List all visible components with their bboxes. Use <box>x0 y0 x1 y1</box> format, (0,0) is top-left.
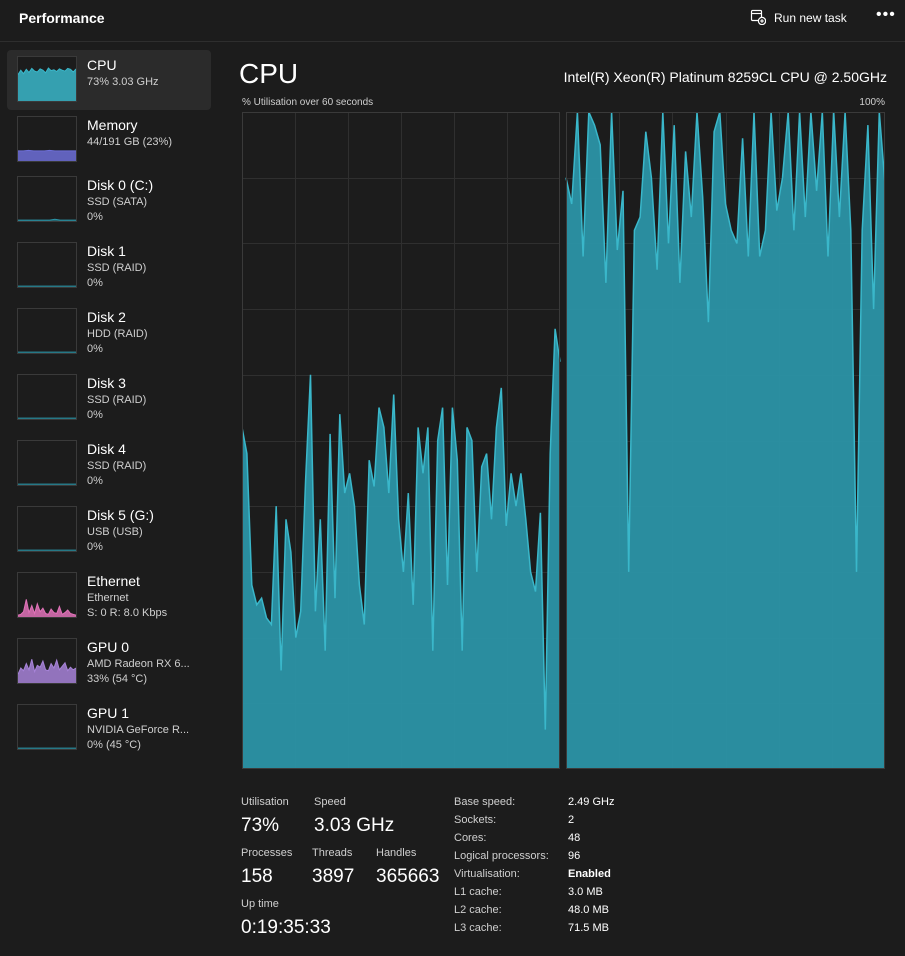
sidebar-item-detail: 73% 3.03 GHz <box>87 76 159 88</box>
sidebar-item-label: CPU <box>87 57 117 73</box>
sidebar-item-label: Disk 0 (C:) <box>87 177 154 193</box>
cpu-model-name: Intel(R) Xeon(R) Platinum 8259CL CPU @ 2… <box>563 69 887 85</box>
sidebar-item-label: Disk 2 <box>87 309 126 325</box>
run-new-task-button[interactable]: Run new task <box>750 8 847 28</box>
gpu-1-thumbnail <box>17 704 77 750</box>
cpu-heading: CPU <box>239 58 299 89</box>
sidebar-item-label: Disk 1 <box>87 243 126 259</box>
spec-key: L1 cache: <box>454 886 502 898</box>
spec-key: Base speed: <box>454 796 516 808</box>
memory-thumb-area <box>18 150 76 161</box>
spec-value: 48 <box>568 832 581 844</box>
more-options-button[interactable]: ••• <box>876 6 896 23</box>
sidebar-item-detail: USB (USB) 0% <box>87 526 143 553</box>
disk-thumb-line <box>18 218 76 221</box>
sidebar-item-gpu-1[interactable]: GPU 1 NVIDIA GeForce R... 0% (45 °C) <box>7 698 211 758</box>
sidebar-item-label: Disk 3 <box>87 375 126 391</box>
sidebar-item-detail: SSD (RAID) 0% <box>87 460 147 487</box>
speed-label: Speed <box>314 796 346 808</box>
sidebar-item-detail: SSD (SATA) 0% <box>87 196 148 223</box>
spec-key: Cores: <box>454 832 487 844</box>
disk-5-thumbnail <box>17 506 77 552</box>
sidebar-item-disk-5[interactable]: Disk 5 (G:) USB (USB) 0% <box>7 500 211 560</box>
spec-key: L2 cache: <box>454 904 502 916</box>
run-new-task-label: Run new task <box>774 11 847 25</box>
utilisation-value: 73% <box>241 815 280 836</box>
sidebar-item-label: GPU 1 <box>87 705 130 721</box>
ethernet-thumbnail <box>17 572 77 618</box>
processes-value: 158 <box>241 866 273 887</box>
sidebar-item-label: GPU 0 <box>87 639 130 655</box>
spec-key: Virtualisation: <box>454 868 520 880</box>
sidebar-item-disk-3[interactable]: Disk 3 SSD (RAID) 0% <box>7 368 211 428</box>
handles-label: Handles <box>376 847 417 859</box>
sidebar-item-detail: HDD (RAID) 0% <box>87 328 148 355</box>
sidebar-item-gpu-0[interactable]: GPU 0 AMD Radeon RX 6... 33% (54 °C) <box>7 632 211 692</box>
disk-4-thumbnail <box>17 440 77 486</box>
cpu-utilisation-graph <box>242 112 885 769</box>
title-bar: Performance Run new task ••• <box>0 0 905 42</box>
processes-label: Processes <box>241 847 293 859</box>
spec-value: Enabled <box>568 868 611 880</box>
threads-label: Threads <box>312 847 353 859</box>
graph-panel-border <box>242 112 560 769</box>
memory-thumbnail <box>17 116 77 162</box>
spec-value: 48.0 MB <box>568 904 609 916</box>
uptime-label: Up time <box>241 898 279 910</box>
sidebar-item-disk-1[interactable]: Disk 1 SSD (RAID) 0% <box>7 236 211 296</box>
disk-2-thumbnail <box>17 308 77 354</box>
sidebar-item-memory[interactable]: Memory 44/191 GB (23%) <box>7 110 211 170</box>
spec-value: 3.0 MB <box>568 886 603 898</box>
sidebar-item-detail: Ethernet S: 0 R: 8.0 Kbps <box>87 592 168 619</box>
graph-axis-label: % Utilisation over 60 seconds <box>242 97 374 108</box>
memory-thumb-line <box>18 149 76 152</box>
sidebar-item-ethernet[interactable]: Ethernet Ethernet S: 0 R: 8.0 Kbps <box>7 566 211 626</box>
handles-value: 365663 <box>376 866 440 887</box>
spec-key: L3 cache: <box>454 922 502 934</box>
spec-value: 2.49 GHz <box>568 796 615 808</box>
sidebar-item-label: Disk 4 <box>87 441 126 457</box>
spec-value: 2 <box>568 814 575 826</box>
disk-1-thumbnail <box>17 242 77 288</box>
sidebar-item-detail: 44/191 GB (23%) <box>87 136 172 148</box>
gpu-thumb-line <box>18 658 76 675</box>
sidebar-item-label: Memory <box>87 117 138 133</box>
sidebar-item-disk-0[interactable]: Disk 0 (C:) SSD (SATA) 0% <box>7 170 211 230</box>
sidebar-item-label: Ethernet <box>87 573 140 589</box>
page-title: Performance <box>19 10 105 26</box>
disk-3-thumbnail <box>17 374 77 420</box>
sidebar-item-cpu[interactable]: CPU 73% 3.03 GHz <box>7 50 211 110</box>
threads-value: 3897 <box>312 866 355 887</box>
cpu-usage-line <box>242 328 561 730</box>
cpu-thumb-area <box>18 68 76 101</box>
cpu-thumbnail <box>17 56 77 102</box>
disk-0-thumbnail <box>17 176 77 222</box>
uptime-value: 0:19:35:33 <box>241 917 331 938</box>
spec-value: 96 <box>568 850 581 862</box>
sidebar-item-detail: SSD (RAID) 0% <box>87 262 147 289</box>
new-task-icon <box>750 9 767 28</box>
cpu-usage-area <box>566 112 885 769</box>
graph-panel-border <box>566 112 885 769</box>
cpu-thumb-line <box>18 67 76 75</box>
graph-max-label: 100% <box>859 97 885 108</box>
gpu-0-thumbnail <box>17 638 77 684</box>
sidebar-item-disk-2[interactable]: Disk 2 HDD (RAID) 0% <box>7 302 211 362</box>
spec-value: 71.5 MB <box>568 922 609 934</box>
cpu-usage-line <box>565 112 885 572</box>
gpu-thumb-area <box>18 659 76 683</box>
sidebar-item-detail: NVIDIA GeForce R... 0% (45 °C) <box>87 724 190 751</box>
spec-key: Sockets: <box>454 814 497 826</box>
spec-key: Logical processors: <box>454 850 549 862</box>
sidebar-item-disk-4[interactable]: Disk 4 SSD (RAID) 0% <box>7 434 211 494</box>
sidebar-item-detail: SSD (RAID) 0% <box>87 394 147 421</box>
utilisation-label: Utilisation <box>241 796 289 808</box>
ethernet-thumb-line <box>18 599 76 616</box>
sidebar-item-label: Disk 5 (G:) <box>87 507 154 523</box>
sidebar-item-detail: AMD Radeon RX 6... 33% (54 °C) <box>87 658 190 685</box>
speed-value: 3.03 GHz <box>314 815 395 836</box>
